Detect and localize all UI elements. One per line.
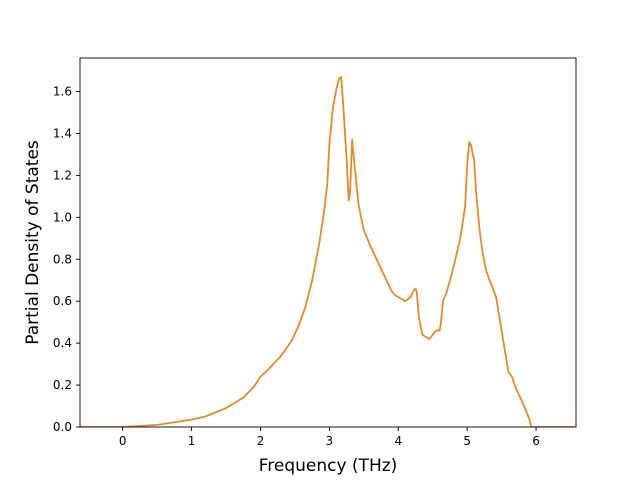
- x-tick-label: 4: [394, 434, 402, 448]
- x-tick-label: 6: [532, 434, 540, 448]
- axes-frame: [79, 57, 577, 428]
- y-tick-label: 0.8: [53, 252, 72, 266]
- ticks: 0 1 2 3 4 5 6 0.0 0.2 0.4 0.6 0.8 1.0 1.2 1.4 1.6: [53, 85, 540, 448]
- x-tick-label: 3: [326, 434, 334, 448]
- y-tick-label: 1.4: [53, 126, 72, 140]
- series-line-0: [80, 75, 575, 427]
- y-tick-label: 0.2: [53, 378, 72, 392]
- series-layer: [80, 75, 575, 427]
- axes: [79, 57, 577, 428]
- x-tick-label: 0: [119, 434, 127, 448]
- y-tick-label: 0.0: [53, 420, 72, 434]
- y-tick-label: 1.6: [53, 85, 72, 99]
- plot-area: [80, 58, 576, 427]
- x-tick-label: 5: [463, 434, 471, 448]
- y-tick-label: 0.4: [53, 336, 72, 350]
- y-tick-label: 1.0: [53, 210, 72, 224]
- y-tick-label: 0.6: [53, 294, 72, 308]
- plot-background: [80, 58, 576, 427]
- x-tick-label: 1: [188, 434, 196, 448]
- y-tick-label: 1.2: [53, 168, 72, 182]
- x-axis-label: Frequency (THz): [259, 456, 398, 476]
- y-axis-label: Partial Density of States: [23, 140, 43, 345]
- x-tick-label: 2: [257, 434, 265, 448]
